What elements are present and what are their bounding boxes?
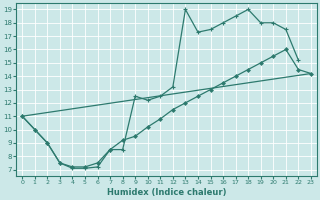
X-axis label: Humidex (Indice chaleur): Humidex (Indice chaleur) [107,188,226,197]
